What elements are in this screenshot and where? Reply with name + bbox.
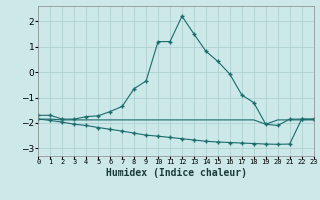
X-axis label: Humidex (Indice chaleur): Humidex (Indice chaleur) (106, 168, 246, 178)
